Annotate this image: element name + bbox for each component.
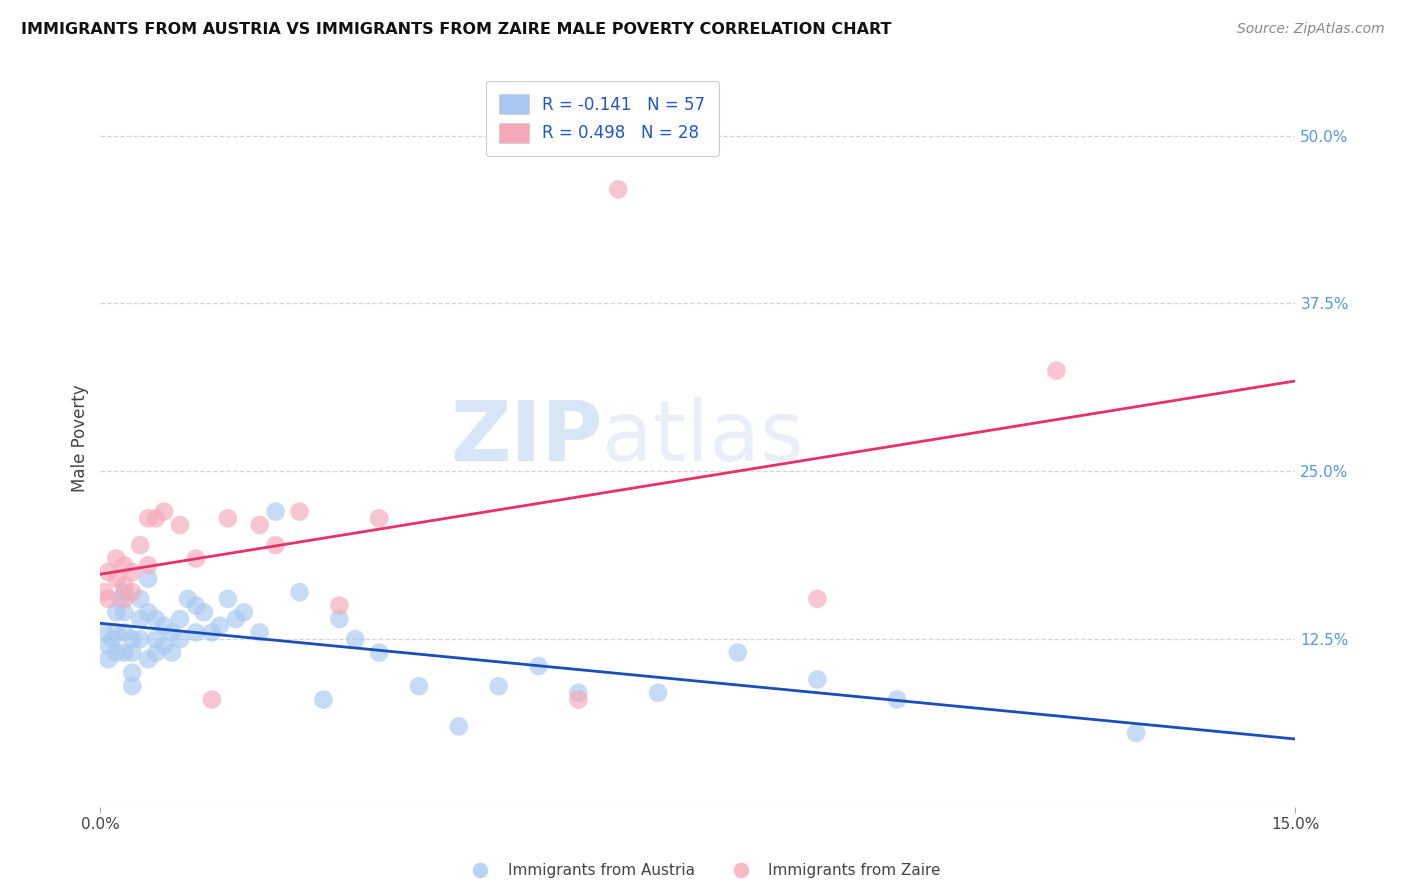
Point [105, 572, 128, 586]
Point [184, 551, 207, 566]
Y-axis label: Male Poverty: Male Poverty [72, 384, 89, 491]
Point [288, 585, 311, 599]
Point [97, 565, 120, 579]
Point [112, 625, 135, 640]
Point [105, 625, 128, 640]
Point [368, 646, 391, 660]
Point [145, 511, 167, 525]
Point [112, 578, 135, 592]
Point [225, 612, 247, 626]
Point [344, 632, 367, 647]
Point [121, 585, 143, 599]
Point [169, 518, 191, 533]
Point [208, 618, 231, 632]
Point [129, 591, 152, 606]
Point [145, 632, 167, 647]
Point [727, 646, 749, 660]
Point [97, 652, 120, 666]
Point [136, 511, 159, 525]
Point [232, 605, 254, 619]
Point [567, 686, 589, 700]
Text: atlas: atlas [602, 397, 804, 478]
Point [567, 692, 589, 706]
Point [1125, 726, 1147, 740]
Point [153, 639, 176, 653]
Point [129, 612, 152, 626]
Point [121, 565, 143, 579]
Point [886, 692, 908, 706]
Point [312, 692, 335, 706]
Point [136, 605, 159, 619]
Point [93, 625, 115, 640]
Point [97, 591, 120, 606]
Point [145, 646, 167, 660]
Point [408, 679, 430, 693]
Point [184, 625, 207, 640]
Point [249, 625, 271, 640]
Point [328, 612, 350, 626]
Point [112, 646, 135, 660]
Legend: R = -0.141   N = 57, R = 0.498   N = 28: R = -0.141 N = 57, R = 0.498 N = 28 [486, 80, 718, 156]
Point [153, 618, 176, 632]
Point [249, 518, 271, 533]
Point [121, 665, 143, 680]
Point [217, 591, 239, 606]
Point [145, 612, 167, 626]
Point [160, 625, 183, 640]
Point [121, 679, 143, 693]
Text: Source: ZipAtlas.com: Source: ZipAtlas.com [1237, 22, 1385, 37]
Text: ZIP: ZIP [450, 397, 602, 478]
Point [93, 585, 115, 599]
Point [129, 538, 152, 552]
Point [264, 538, 287, 552]
Point [264, 505, 287, 519]
Point [112, 591, 135, 606]
Text: IMMIGRANTS FROM AUSTRIA VS IMMIGRANTS FROM ZAIRE MALE POVERTY CORRELATION CHART: IMMIGRANTS FROM AUSTRIA VS IMMIGRANTS FR… [21, 22, 891, 37]
Point [201, 692, 224, 706]
Point [193, 605, 215, 619]
Point [97, 639, 120, 653]
Point [607, 182, 630, 196]
Point [488, 679, 510, 693]
Point [177, 591, 200, 606]
Point [368, 511, 391, 525]
Point [105, 605, 128, 619]
Point [806, 673, 828, 687]
Point [647, 686, 669, 700]
Point [153, 505, 176, 519]
Point [121, 646, 143, 660]
Point [447, 719, 470, 733]
Point [288, 505, 311, 519]
Point [201, 625, 224, 640]
Point [217, 511, 239, 525]
Point [136, 558, 159, 573]
Point [136, 572, 159, 586]
Point [105, 646, 128, 660]
Point [1045, 363, 1067, 377]
Legend: Immigrants from Austria, Immigrants from Zaire: Immigrants from Austria, Immigrants from… [460, 857, 946, 884]
Point [136, 652, 159, 666]
Point [160, 646, 183, 660]
Point [121, 632, 143, 647]
Point [112, 585, 135, 599]
Point [129, 632, 152, 647]
Point [101, 632, 124, 647]
Point [527, 659, 550, 673]
Point [184, 599, 207, 613]
Point [105, 551, 128, 566]
Point [112, 558, 135, 573]
Point [110, 591, 132, 606]
Point [112, 605, 135, 619]
Point [328, 599, 350, 613]
Point [806, 591, 828, 606]
Point [169, 632, 191, 647]
Point [169, 612, 191, 626]
